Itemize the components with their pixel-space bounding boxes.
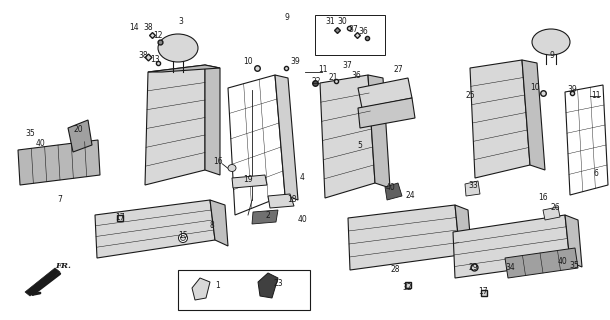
Text: 17: 17 xyxy=(115,213,125,222)
Text: 25: 25 xyxy=(465,91,475,100)
Text: 29: 29 xyxy=(468,263,478,273)
Polygon shape xyxy=(470,60,530,178)
Polygon shape xyxy=(95,200,215,258)
Text: 7: 7 xyxy=(57,196,62,204)
Text: 21: 21 xyxy=(328,74,338,83)
Ellipse shape xyxy=(181,236,185,241)
Text: 5: 5 xyxy=(357,140,362,149)
Text: 35: 35 xyxy=(569,260,579,269)
Text: 9: 9 xyxy=(550,51,554,60)
Text: 39: 39 xyxy=(290,58,300,67)
Text: 36: 36 xyxy=(351,70,361,79)
Text: 16: 16 xyxy=(213,157,223,166)
Text: 14: 14 xyxy=(129,23,139,33)
Text: 11: 11 xyxy=(318,66,328,75)
Text: 20: 20 xyxy=(73,125,83,134)
Polygon shape xyxy=(358,78,412,108)
Polygon shape xyxy=(148,65,220,72)
Text: 16: 16 xyxy=(538,194,548,203)
Polygon shape xyxy=(455,205,472,260)
Text: 8: 8 xyxy=(210,220,214,229)
Polygon shape xyxy=(228,75,285,215)
Polygon shape xyxy=(315,15,385,55)
Text: 1: 1 xyxy=(215,281,220,290)
Polygon shape xyxy=(320,75,375,198)
Polygon shape xyxy=(192,278,210,300)
Text: 40: 40 xyxy=(35,139,45,148)
Text: 19: 19 xyxy=(243,175,253,185)
Text: 33: 33 xyxy=(468,180,478,189)
Text: 39: 39 xyxy=(567,85,577,94)
Polygon shape xyxy=(210,200,228,246)
Text: 4: 4 xyxy=(300,172,304,181)
Text: 36: 36 xyxy=(358,28,368,36)
Text: 10: 10 xyxy=(530,84,540,92)
Polygon shape xyxy=(465,181,480,196)
Ellipse shape xyxy=(532,29,570,55)
Polygon shape xyxy=(145,65,205,185)
Polygon shape xyxy=(68,120,92,152)
Text: 3: 3 xyxy=(179,18,184,27)
Polygon shape xyxy=(268,194,294,208)
Text: 37: 37 xyxy=(342,60,352,69)
Polygon shape xyxy=(348,205,460,270)
Text: 38: 38 xyxy=(138,51,148,60)
Text: 34: 34 xyxy=(505,263,515,273)
Polygon shape xyxy=(505,248,578,278)
Text: 26: 26 xyxy=(550,204,560,212)
Text: 17: 17 xyxy=(478,287,488,297)
Ellipse shape xyxy=(228,164,236,172)
Text: 30: 30 xyxy=(337,18,347,27)
Text: 32: 32 xyxy=(402,284,412,292)
Polygon shape xyxy=(522,60,545,170)
Text: 15: 15 xyxy=(178,230,188,239)
Polygon shape xyxy=(385,183,402,200)
Polygon shape xyxy=(232,175,267,188)
Text: 40: 40 xyxy=(558,258,568,267)
Text: 40: 40 xyxy=(298,215,308,225)
Polygon shape xyxy=(543,207,560,220)
Bar xyxy=(178,270,310,310)
Text: 37: 37 xyxy=(348,26,358,35)
Text: 27: 27 xyxy=(393,66,403,75)
Text: 38: 38 xyxy=(143,23,153,33)
Text: 11: 11 xyxy=(591,92,601,100)
Polygon shape xyxy=(358,98,415,128)
Polygon shape xyxy=(565,215,582,267)
Text: 23: 23 xyxy=(273,278,283,287)
Polygon shape xyxy=(275,75,298,200)
Text: 10: 10 xyxy=(243,58,253,67)
Text: 24: 24 xyxy=(405,190,415,199)
Ellipse shape xyxy=(158,34,198,62)
Text: 40: 40 xyxy=(385,183,395,193)
Polygon shape xyxy=(453,215,570,278)
Text: FR.: FR. xyxy=(55,262,71,270)
Polygon shape xyxy=(205,65,220,175)
Ellipse shape xyxy=(179,234,187,243)
Polygon shape xyxy=(368,75,390,188)
Text: 6: 6 xyxy=(594,169,598,178)
Text: 35: 35 xyxy=(25,129,35,138)
Text: 22: 22 xyxy=(311,77,321,86)
Text: 18: 18 xyxy=(287,196,296,204)
Text: 9: 9 xyxy=(284,13,289,22)
Polygon shape xyxy=(565,85,608,195)
Text: 31: 31 xyxy=(325,18,335,27)
Polygon shape xyxy=(252,210,278,224)
Polygon shape xyxy=(25,268,60,296)
Text: 2: 2 xyxy=(265,211,270,220)
Text: 28: 28 xyxy=(390,266,400,275)
Polygon shape xyxy=(258,273,278,298)
Polygon shape xyxy=(18,140,100,185)
Text: 13: 13 xyxy=(150,55,160,65)
Text: 12: 12 xyxy=(153,30,163,39)
